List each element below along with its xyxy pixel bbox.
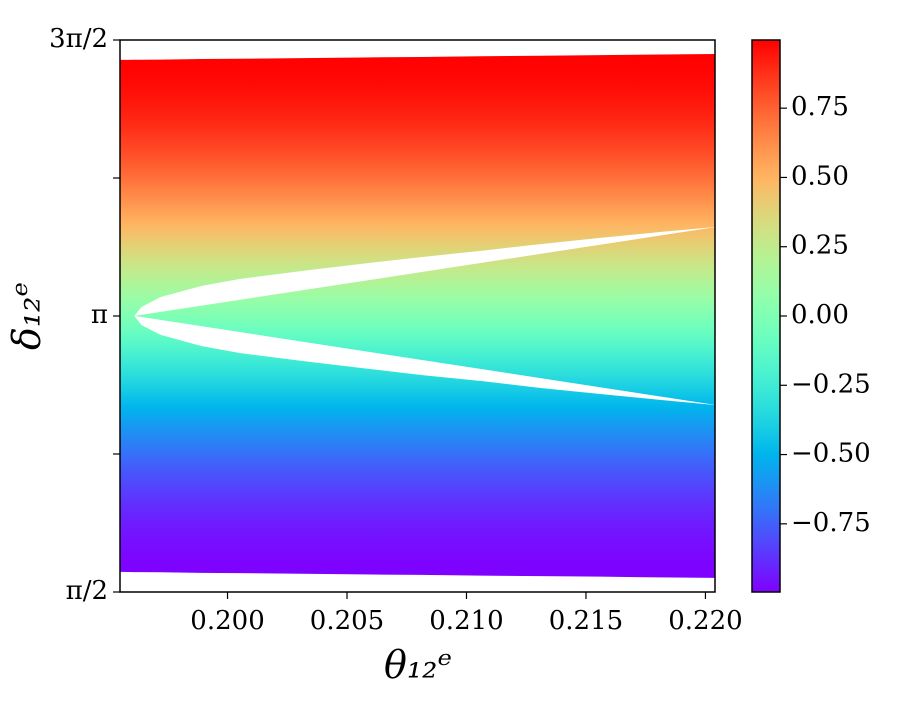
colorbar xyxy=(751,39,781,593)
colorbar-tick-label: 0.75 xyxy=(791,92,849,122)
region xyxy=(120,53,715,578)
x-tick-label: 0.215 xyxy=(549,606,623,636)
gap xyxy=(134,227,717,406)
colorbar-tick-label: 0.50 xyxy=(791,161,849,191)
colorbar-tick-label: 0.25 xyxy=(791,231,849,261)
colorbar-tick-label: −0.75 xyxy=(791,508,871,538)
y-tick-label: π xyxy=(91,300,108,330)
y-tick-label: π/2 xyxy=(66,576,108,606)
x-tick-label: 0.200 xyxy=(190,606,264,636)
x-tick-label: 0.220 xyxy=(668,606,742,636)
colorbar-tick-label: −0.25 xyxy=(791,369,871,399)
y-tick-label: 3π/2 xyxy=(49,24,108,54)
colorbar-tick-label: 0.00 xyxy=(791,300,849,330)
x-axis-label: θ₁₂ᵉ xyxy=(384,643,452,687)
colorbar-tick-label: −0.50 xyxy=(791,439,871,469)
x-tick-label: 0.205 xyxy=(310,606,384,636)
x-tick-label: 0.210 xyxy=(429,606,503,636)
y-axis-label: δ₁₂ᵉ xyxy=(5,282,49,350)
